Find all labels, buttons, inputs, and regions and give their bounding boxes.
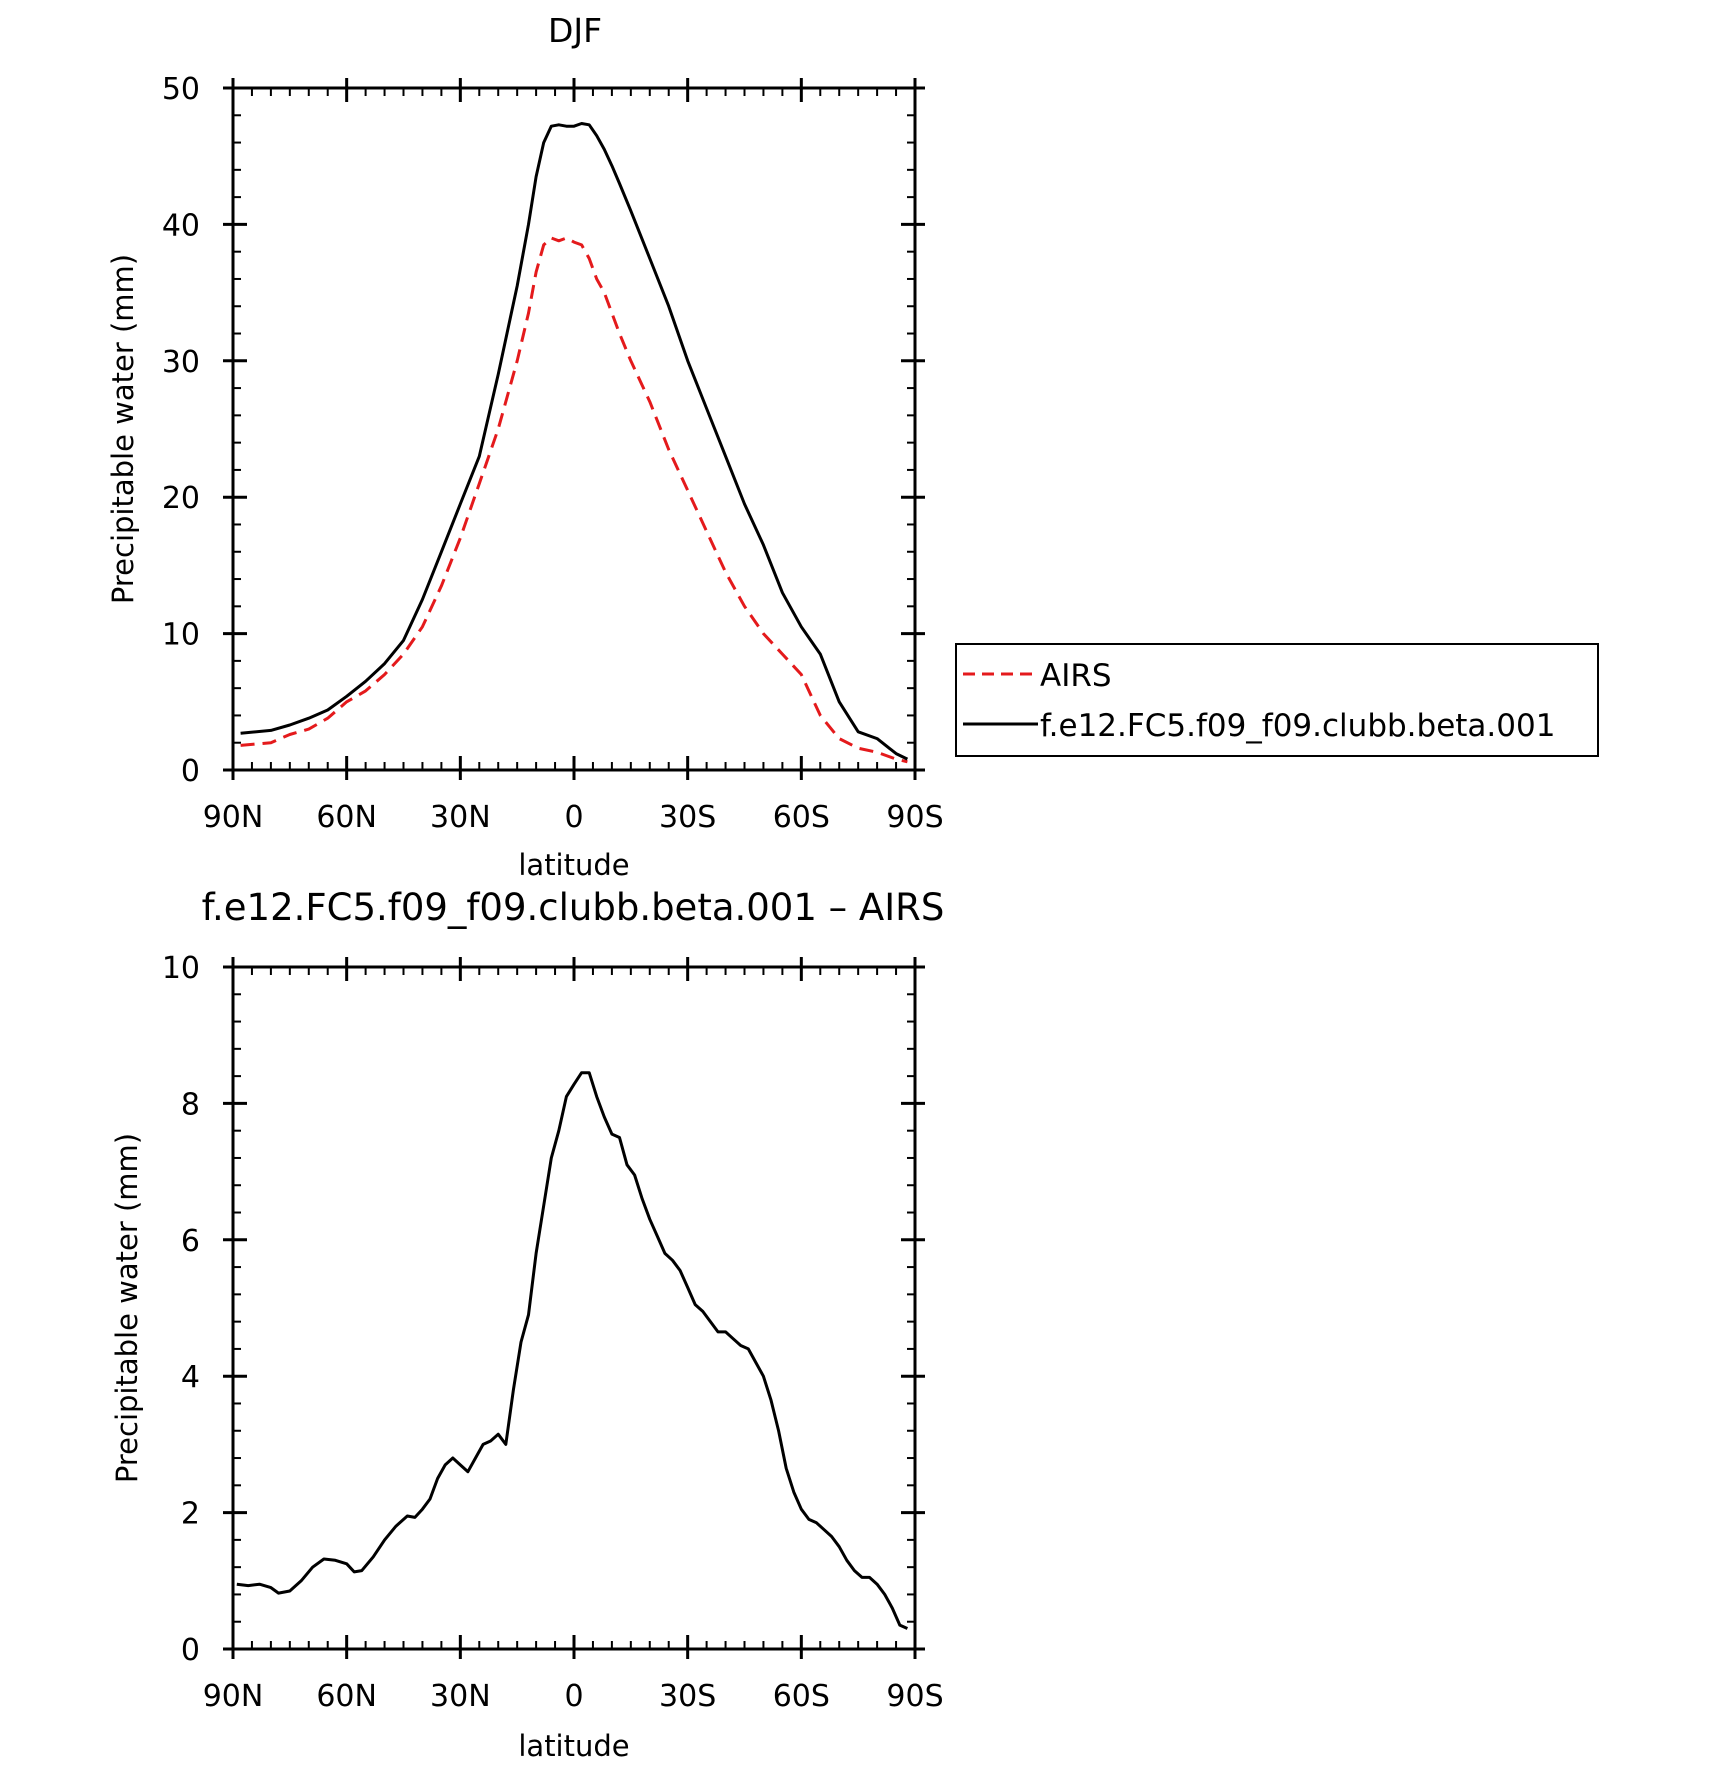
upper-panel: DJF 90N 60N 30N 0 30S 60S 90S 0 10 20 30 40 50 latit… [106,11,1599,882]
legend-box [955,643,1599,757]
x-tick-label: 30N [430,1679,491,1714]
x-tick-label: 90N [203,800,264,835]
x-tick-label: 90S [886,800,943,835]
x-tick-label: 90S [886,1679,943,1714]
y-tick-label: 0 [181,1633,200,1668]
x-tick-label: 60N [316,800,377,835]
x-tick-label: 30S [659,1679,716,1714]
series-line-airs [240,236,908,764]
legend-label-airs: AIRS [1040,658,1112,694]
title-1: f.e12.FC5.f09_f09.clubb.beta.001 – AIRS [202,886,945,929]
y-tick-label: 50 [162,72,200,107]
series-group-1 [236,1071,909,1630]
y-tick-label: 10 [162,618,200,653]
x-tick-label: 30S [659,800,716,835]
series-group-0 [240,122,909,764]
x-tick-label: 60S [773,800,830,835]
y-tick-label: 20 [162,481,200,516]
series-line-f-e12-fc5-f09-f09-clubb-beta-001 [240,122,909,761]
legend: AIRS f.e12.FC5.f09_f09.clubb.beta.001 [955,643,1599,757]
x-tick-label: 60S [773,1679,830,1714]
y-tick-label: 2 [181,1497,200,1532]
x-axis-label-0: latitude [518,848,629,882]
y-tick-label: 10 [162,951,200,986]
y-tick-label: 30 [162,345,200,380]
x-tick-label: 0 [564,800,583,835]
x-tick-label: 60N [316,1679,377,1714]
lower-panel: f.e12.FC5.f09_f09.clubb.beta.001 – AIRS … [110,886,944,1763]
legend-label-model: f.e12.FC5.f09_f09.clubb.beta.001 [1040,708,1555,744]
y-axis-label-1: Precipitable water (mm) [110,1133,144,1483]
x-axis-label-1: latitude [518,1729,629,1763]
y-tick-label: 6 [181,1224,200,1259]
title-0: DJF [548,11,602,50]
y-tick-label: 4 [181,1360,200,1395]
y-axis-label-0: Precipitable water (mm) [106,254,140,604]
y-tick-label: 40 [162,208,200,243]
plot-frame-0 [231,86,917,772]
x-tick-label: 90N [203,1679,264,1714]
axes-0: 90N 60N 30N 0 30S 60S 90S 0 10 20 30 40 50 [162,72,944,835]
y-tick-label: 0 [181,754,200,789]
x-tick-label: 0 [564,1679,583,1714]
x-tick-label: 30N [430,800,491,835]
plot-frame-1 [231,965,917,1651]
axes-1: 90N 60N 30N 0 30S 60S 90S 0 2 4 6 8 10 [162,951,944,1714]
series-line-difference [236,1071,909,1630]
y-tick-label: 8 [181,1087,200,1122]
